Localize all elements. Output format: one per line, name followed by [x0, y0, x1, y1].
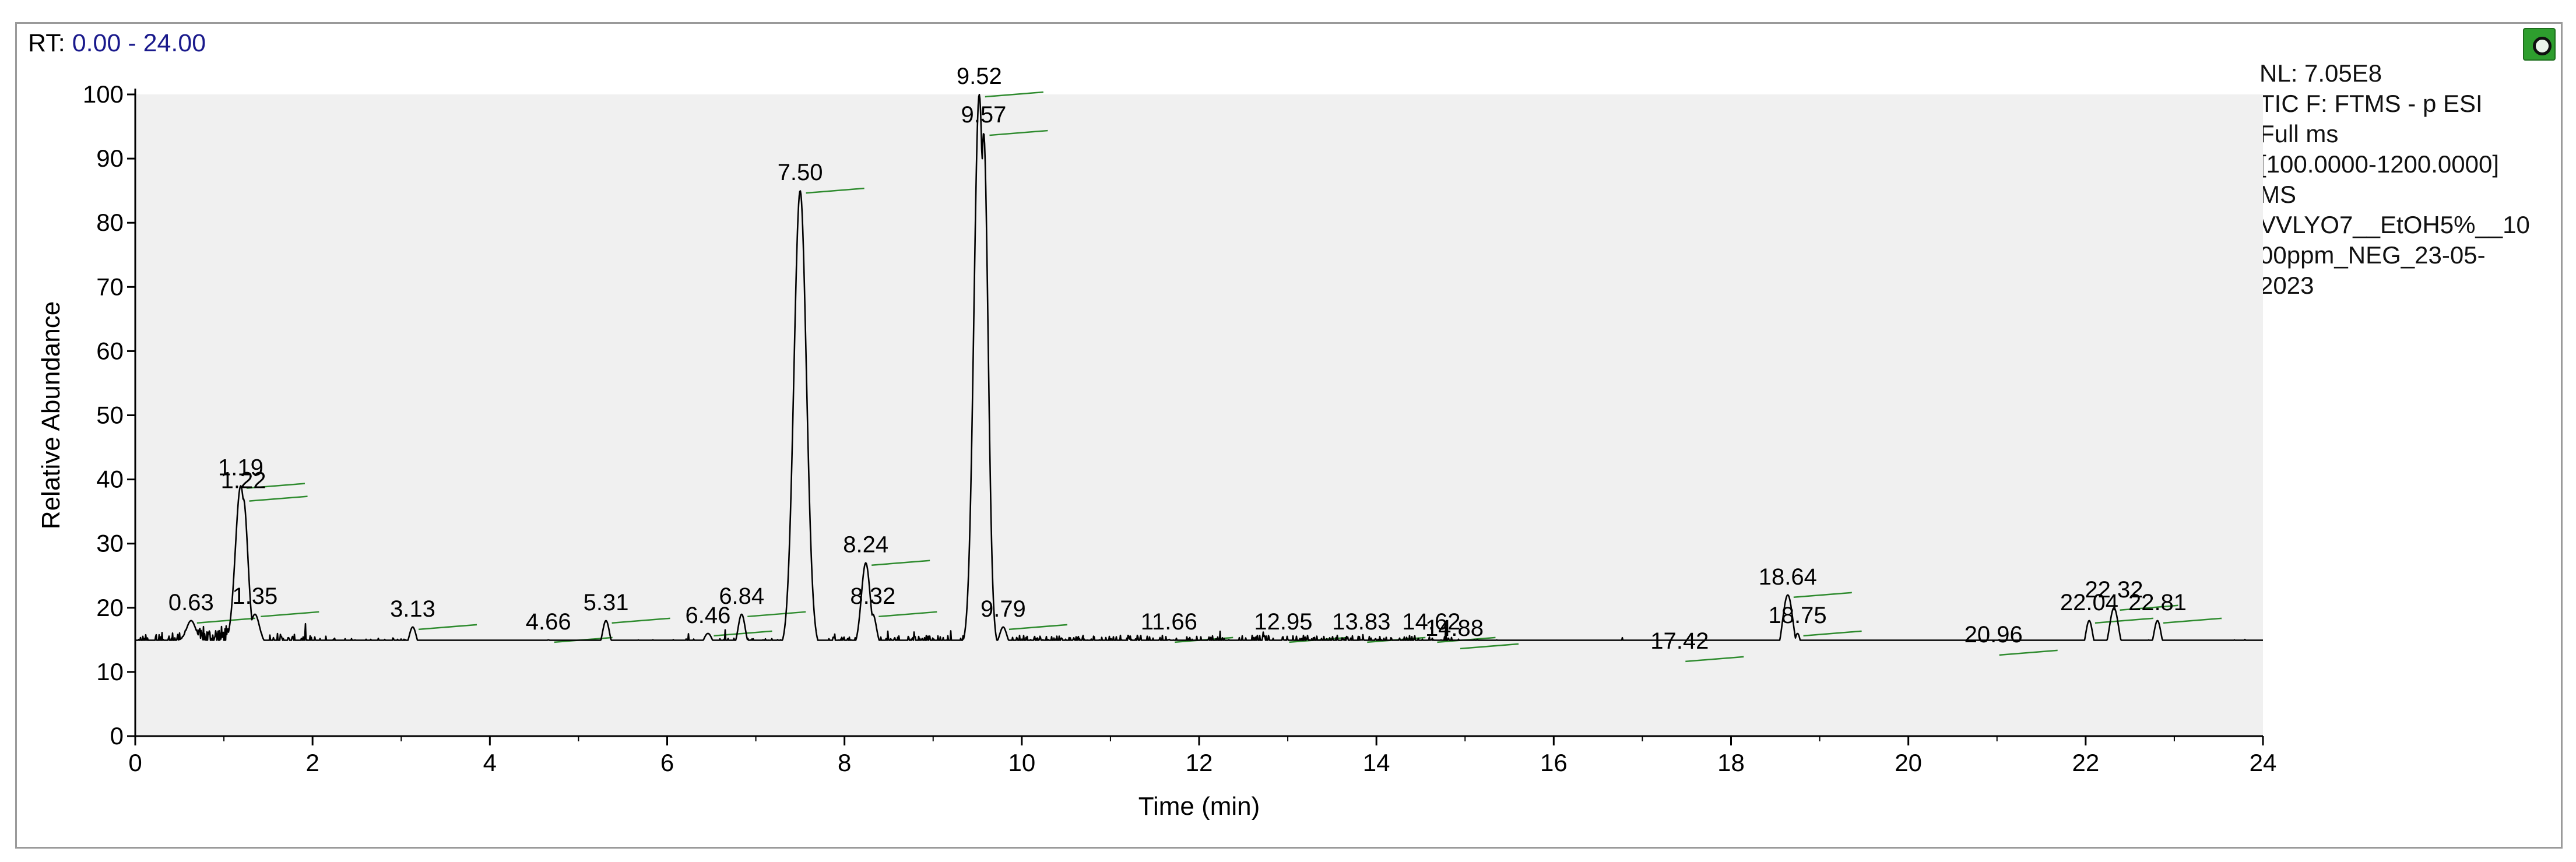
- peak-marker: [2120, 604, 2178, 611]
- rt-prefix: RT:: [28, 29, 65, 57]
- x-tick-label: 2: [305, 749, 319, 776]
- peak-marker: [249, 495, 308, 502]
- peak-labels: 0.63 1.191.22 1.35 3.13 4.66 5.31 6.466.84 7.50…: [168, 64, 2187, 654]
- peak-markers: [196, 91, 2222, 663]
- peak-label: 20.96: [1964, 622, 2023, 648]
- peak-marker: [1008, 624, 1067, 631]
- y-tick-label: 0: [110, 722, 124, 750]
- peak-marker: [261, 611, 319, 618]
- info-line-file-1: VVLYO7__EtOH5%__10: [2259, 211, 2530, 238]
- y-tick-label: 30: [96, 530, 124, 557]
- x-tick-label: 12: [1186, 749, 1213, 776]
- y-tick-label: 20: [96, 594, 124, 621]
- peak-marker: [2163, 617, 2222, 624]
- info-line-scan-type: Full ms: [2259, 120, 2339, 147]
- peak-marker: [989, 129, 1048, 136]
- y-axis-title: Relative Abundance: [37, 301, 65, 529]
- peak-label: 12.95: [1254, 609, 1312, 635]
- peak-marker: [1460, 643, 1519, 650]
- peak-marker: [1685, 656, 1744, 663]
- peak-label: 22.32: [2085, 577, 2143, 603]
- x-tick-label: 8: [838, 749, 851, 776]
- info-line-file-3: 2023: [2259, 272, 2314, 299]
- peak-label: 7.50: [778, 160, 823, 185]
- x-tick-label: 22: [2072, 749, 2099, 776]
- peak-label: 13.83: [1332, 609, 1390, 635]
- peak-marker: [418, 624, 477, 631]
- info-line-ms-order: MS: [2259, 181, 2296, 208]
- rt-range-value: 0.00 - 24.00: [72, 29, 206, 57]
- peak-label: 11.66: [1141, 609, 1197, 635]
- y-tick-label: 80: [96, 209, 124, 236]
- peak-label: 8.24: [843, 532, 888, 558]
- peak-marker: [196, 617, 255, 624]
- scan-info-panel: NL: 7.05E8 TIC F: FTMS - p ESI Full ms […: [2259, 58, 2530, 301]
- y-tick-label: 50: [96, 402, 124, 429]
- plot-area: [135, 94, 2263, 736]
- tic-trace: [135, 93, 2264, 641]
- x-axis-ticks: 0 2 4 6 8 10 12 14 16 18 20 22 24: [128, 736, 2276, 776]
- info-line-nl: NL: 7.05E8: [2259, 59, 2382, 87]
- peak-marker: [878, 611, 937, 618]
- peak-label: 22.81: [2128, 590, 2187, 615]
- peak-marker: [806, 187, 864, 194]
- peak-marker: [714, 630, 772, 637]
- peak-label: 9.52: [957, 64, 1002, 89]
- peak-label: 8.32: [850, 583, 895, 609]
- peak-marker: [246, 483, 305, 489]
- peak-label: 1.22: [221, 468, 266, 494]
- y-tick-label: 60: [96, 337, 124, 364]
- peak-label: 18.64: [1759, 564, 1817, 590]
- x-tick-label: 10: [1008, 749, 1035, 776]
- info-line-mass-range: [100.0000-1200.0000]: [2259, 150, 2500, 178]
- x-tick-label: 14: [1363, 749, 1390, 776]
- x-tick-label: 16: [1540, 749, 1568, 776]
- x-tick-label: 4: [483, 749, 497, 776]
- peak-marker: [612, 617, 670, 624]
- y-tick-label: 100: [83, 80, 124, 108]
- peak-label: 6.84: [719, 583, 764, 609]
- peak-label: 14.62: [1402, 609, 1460, 635]
- peak-marker: [747, 611, 806, 618]
- peak-label: 5.31: [584, 590, 629, 615]
- x-tick-label: 0: [128, 749, 142, 776]
- y-axis-ticks: 0 10 20 30 40 50 60 70 80 90 100: [83, 80, 135, 750]
- peak-label: 0.63: [168, 590, 214, 615]
- peak-label: 4.66: [526, 609, 571, 635]
- y-tick-label: 10: [96, 658, 124, 685]
- x-tick-label: 18: [1717, 749, 1745, 776]
- peak-label: 6.46: [686, 603, 731, 628]
- info-line-file-2: 00ppm_NEG_23-05-: [2259, 241, 2486, 269]
- peak-marker: [1793, 592, 1852, 599]
- peak-label: 14.88: [1425, 615, 1484, 641]
- pin-icon[interactable]: [2523, 28, 2556, 61]
- peak-marker: [1999, 649, 2058, 656]
- info-line-filter: TIC F: FTMS - p ESI: [2259, 90, 2483, 117]
- x-axis-title: Time (min): [1138, 792, 1260, 821]
- peak-label: 9.79: [981, 596, 1026, 622]
- peak-marker: [2094, 617, 2154, 624]
- peak-label: 3.13: [390, 596, 435, 622]
- y-tick-label: 40: [96, 466, 124, 493]
- x-tick-label: 6: [660, 749, 674, 776]
- peak-label: 17.42: [1650, 628, 1709, 654]
- peak-label: 22.04: [2060, 590, 2118, 615]
- y-tick-label: 70: [96, 273, 124, 300]
- peak-marker: [871, 560, 930, 566]
- peak-label: 1.19: [218, 455, 263, 481]
- y-tick-label: 90: [96, 145, 124, 172]
- peak-label: 18.75: [1769, 603, 1827, 628]
- peak-label: 1.35: [232, 583, 277, 609]
- peak-marker: [1803, 630, 1862, 637]
- peak-marker: [985, 91, 1043, 98]
- x-tick-label: 24: [2250, 749, 2277, 776]
- x-tick-label: 20: [1895, 749, 1922, 776]
- peak-label: 9.57: [961, 102, 1007, 128]
- rt-range-readout: RT: 0.00 - 24.00: [28, 29, 206, 58]
